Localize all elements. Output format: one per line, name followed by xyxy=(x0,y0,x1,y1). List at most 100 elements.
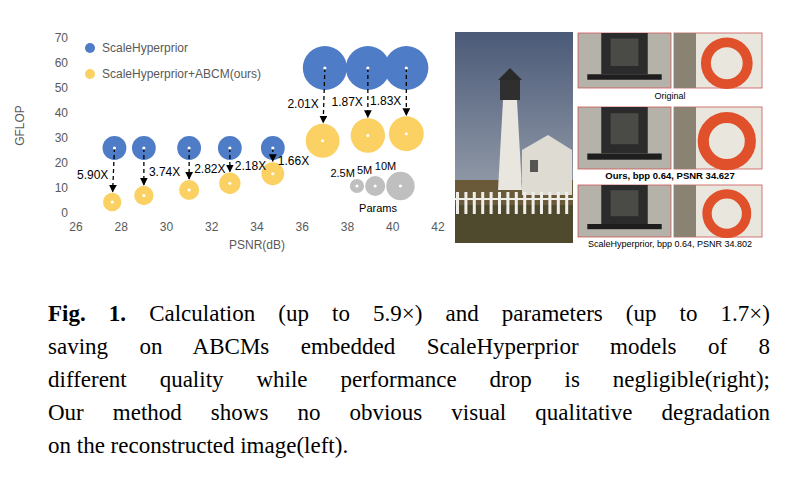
ratio-label: 1.66X xyxy=(278,154,309,168)
arrow xyxy=(406,68,407,115)
crop-glass xyxy=(611,190,639,216)
legend-label: ScaleHyperprior+ABCM(ours) xyxy=(102,67,261,81)
size-legend-label: 5M xyxy=(357,164,372,176)
bubble-center xyxy=(188,146,191,149)
photo-fence xyxy=(498,192,501,214)
crop-glass xyxy=(611,39,639,67)
bubble-center xyxy=(405,66,408,69)
image-label: Ours, bpp 0.64, PSNR 34.627 xyxy=(605,170,734,181)
size-legend-center xyxy=(374,184,377,187)
plot-area xyxy=(103,46,429,211)
caption-text: Calculation (up to 5.9×) and parameters … xyxy=(149,301,770,326)
ratio-label: 1.87X xyxy=(332,95,363,109)
image-label: Original xyxy=(654,91,685,101)
crop-shadow xyxy=(674,107,696,169)
crop xyxy=(578,33,671,88)
y-tick xyxy=(73,213,76,214)
photo-fence-rail xyxy=(455,198,573,200)
ratio-label: 5.90X xyxy=(77,168,108,182)
y-tick-label: 40 xyxy=(55,106,69,120)
y-axis-title: GFLOP xyxy=(13,105,27,146)
crop-rail xyxy=(587,224,661,229)
x-tick xyxy=(438,213,439,216)
caption-line: saving on ABCMs embedded ScaleHyperprior… xyxy=(48,330,770,363)
bubble-center xyxy=(271,146,274,149)
photo-fence xyxy=(557,192,560,214)
arrow xyxy=(367,68,368,117)
crop-rail xyxy=(587,154,661,160)
bubble-center xyxy=(321,139,324,142)
ratio-label: 2.82X xyxy=(194,162,225,176)
arrow xyxy=(323,68,325,123)
x-tick-label: 40 xyxy=(386,220,400,234)
y-tick-label: 70 xyxy=(55,31,69,45)
photo-fence xyxy=(540,192,543,214)
photo-fence xyxy=(456,192,459,214)
caption-text: Our method shows no obvious visual quali… xyxy=(48,400,770,425)
ratio-label: 2.01X xyxy=(287,97,318,111)
y-tick xyxy=(73,38,76,39)
bubble-center xyxy=(271,172,274,175)
bubble-center xyxy=(142,146,145,149)
bubble xyxy=(134,186,153,205)
crop-ring xyxy=(707,194,747,234)
photo-fence xyxy=(481,192,484,214)
size-legend-circle xyxy=(386,172,414,200)
photo-fence xyxy=(565,192,568,214)
photo-ground xyxy=(455,205,573,243)
bubble-center xyxy=(188,188,191,191)
x-tick-label: 42 xyxy=(431,220,445,234)
x-tick-label: 32 xyxy=(205,220,219,234)
photo-roof xyxy=(498,68,522,80)
photo-fence xyxy=(548,192,551,214)
bubble-center xyxy=(366,66,369,69)
arrow xyxy=(143,148,144,185)
x-tick xyxy=(302,213,303,216)
bubble xyxy=(103,193,121,211)
photo-fence xyxy=(506,192,509,214)
arrow xyxy=(229,148,230,172)
caption-line: Fig. 1. Calculation (up to 5.9×) and par… xyxy=(48,297,770,330)
y-tick xyxy=(73,138,76,139)
arrow xyxy=(113,148,115,192)
photo-house xyxy=(522,135,572,195)
bubble-center xyxy=(142,194,145,197)
crop xyxy=(578,185,671,237)
bubble-center xyxy=(366,134,369,137)
legend-marker xyxy=(85,43,95,53)
crop-glass xyxy=(611,113,639,144)
photo-fence xyxy=(515,192,518,214)
photo-fence xyxy=(532,192,535,214)
caption-text: saving on ABCMs embedded ScaleHyperprior… xyxy=(48,334,770,359)
x-tick xyxy=(121,213,122,216)
crop-lantern xyxy=(601,107,648,154)
image-panel: OriginalOurs, bpp 0.64, PSNR 34.627Scale… xyxy=(455,32,762,249)
size-legend-label: 10M xyxy=(375,160,396,172)
ratio-label: 3.74X xyxy=(149,165,180,179)
size-legend-center xyxy=(355,184,358,187)
photo xyxy=(455,32,573,243)
figure: 010203040506070262830323436384042PSNR(dB… xyxy=(0,0,806,290)
bubble xyxy=(179,180,199,200)
y-tick-label: 20 xyxy=(55,156,69,170)
x-tick-label: 36 xyxy=(296,220,310,234)
crop-shadow xyxy=(674,185,696,237)
photo-fence xyxy=(464,192,467,214)
x-tick-label: 38 xyxy=(341,220,355,234)
arrow xyxy=(188,148,189,179)
caption-text: on the reconstructed image(left). xyxy=(48,433,348,458)
legend-marker xyxy=(85,69,95,79)
photo-fence xyxy=(523,192,526,214)
size-legend-circle xyxy=(365,176,385,196)
y-tick xyxy=(73,163,76,164)
caption-text: different quality while performance drop… xyxy=(48,367,770,392)
bubble-center xyxy=(113,146,116,149)
x-tick xyxy=(347,213,348,216)
x-tick-label: 28 xyxy=(115,220,129,234)
photo-fence xyxy=(490,192,493,214)
caption-line: on the reconstructed image(left). xyxy=(48,429,770,462)
photo-fence xyxy=(473,192,476,214)
crop-rail xyxy=(587,74,661,80)
size-legend-title: Params xyxy=(359,202,397,214)
photo-tower xyxy=(498,100,522,190)
